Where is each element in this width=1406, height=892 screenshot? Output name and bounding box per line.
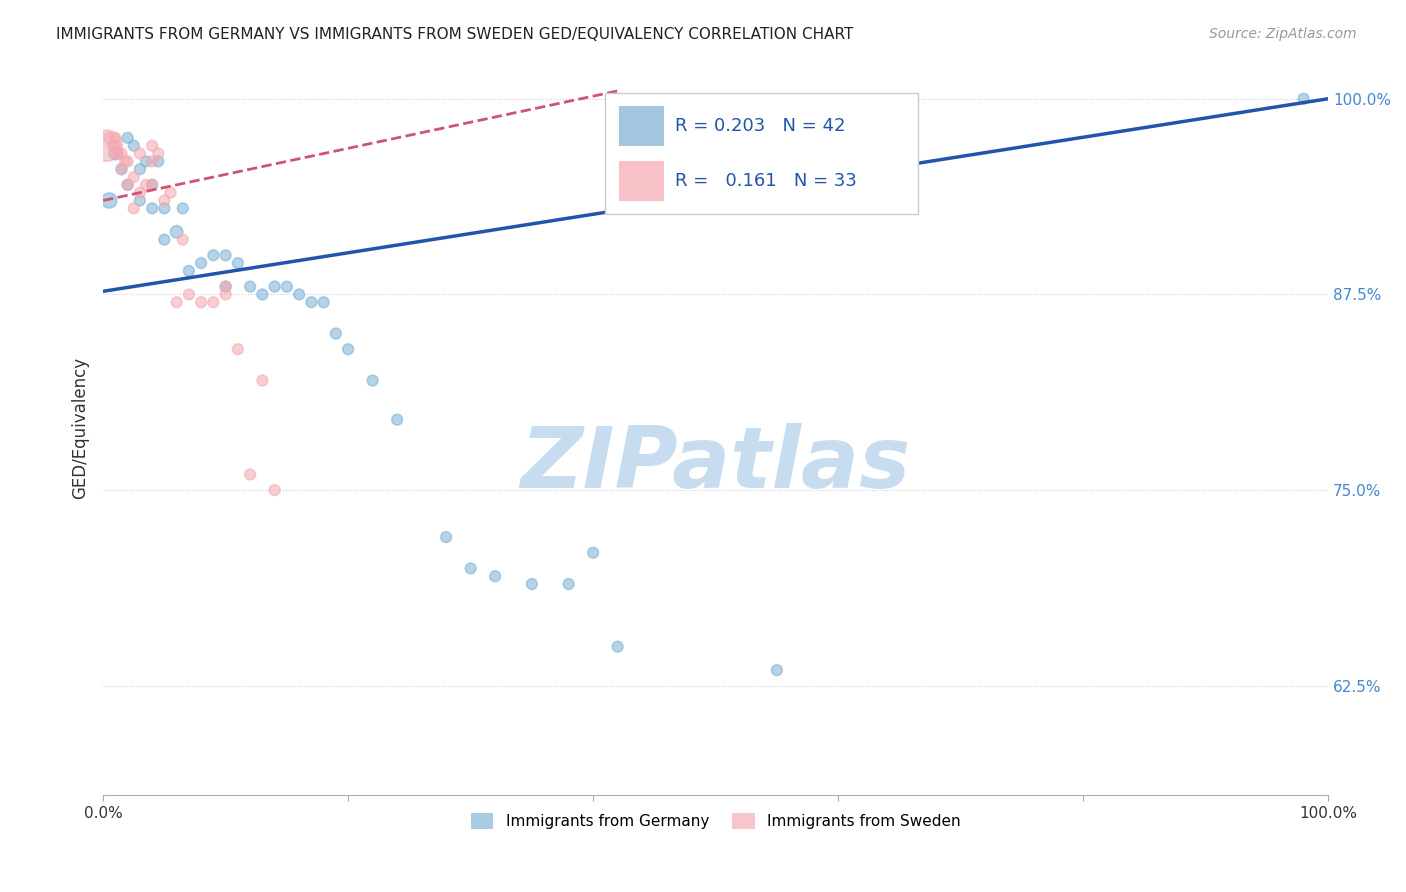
Point — [312, 295, 335, 310]
Point — [153, 233, 176, 247]
Text: Source: ZipAtlas.com: Source: ZipAtlas.com — [1209, 27, 1357, 41]
Point — [252, 374, 274, 388]
Point — [226, 256, 249, 270]
Point — [96, 138, 118, 153]
Point — [122, 138, 145, 153]
Point — [172, 233, 194, 247]
Point — [110, 162, 132, 177]
Point — [153, 194, 176, 208]
Point — [148, 154, 170, 169]
Point — [166, 225, 188, 239]
Point — [98, 131, 121, 145]
Point — [128, 186, 150, 200]
Text: ZIPatlas: ZIPatlas — [520, 423, 911, 506]
Point — [606, 640, 628, 654]
Point — [101, 138, 124, 153]
Point — [214, 279, 236, 293]
Point — [520, 577, 543, 591]
FancyBboxPatch shape — [619, 106, 664, 145]
Point — [141, 178, 163, 192]
Point — [299, 295, 322, 310]
Legend: Immigrants from Germany, Immigrants from Sweden: Immigrants from Germany, Immigrants from… — [464, 807, 967, 836]
Point — [104, 131, 127, 145]
Point — [214, 279, 236, 293]
Point — [117, 154, 139, 169]
Point — [110, 146, 132, 161]
Point — [148, 146, 170, 161]
Point — [239, 279, 262, 293]
Point — [214, 287, 236, 301]
Point — [141, 154, 163, 169]
Text: IMMIGRANTS FROM GERMANY VS IMMIGRANTS FROM SWEDEN GED/EQUIVALENCY CORRELATION CH: IMMIGRANTS FROM GERMANY VS IMMIGRANTS FR… — [56, 27, 853, 42]
Point — [153, 202, 176, 216]
Text: R =   0.161   N = 33: R = 0.161 N = 33 — [675, 172, 858, 190]
Point — [128, 146, 150, 161]
Point — [239, 467, 262, 482]
Point — [263, 279, 285, 293]
Point — [141, 138, 163, 153]
Point — [177, 264, 200, 278]
Point — [434, 530, 457, 544]
Point — [104, 138, 127, 153]
Point — [135, 154, 157, 169]
Point — [104, 146, 127, 161]
Point — [263, 483, 285, 497]
Point — [98, 194, 121, 208]
Point — [177, 287, 200, 301]
Point — [385, 412, 408, 426]
Point — [766, 663, 789, 677]
Point — [117, 131, 139, 145]
Point — [202, 295, 225, 310]
FancyBboxPatch shape — [606, 93, 918, 214]
Point — [288, 287, 311, 301]
FancyBboxPatch shape — [619, 161, 664, 201]
Point — [190, 256, 212, 270]
Point — [1292, 92, 1315, 106]
Point — [361, 374, 384, 388]
Point — [117, 178, 139, 192]
Point — [582, 546, 605, 560]
Point — [276, 279, 298, 293]
Point — [337, 343, 360, 357]
Point — [159, 186, 181, 200]
Point — [484, 569, 506, 583]
Point — [325, 326, 347, 341]
Point — [557, 577, 579, 591]
Y-axis label: GED/Equivalency: GED/Equivalency — [72, 357, 89, 499]
Point — [190, 295, 212, 310]
Point — [226, 343, 249, 357]
Point — [172, 202, 194, 216]
Point — [202, 248, 225, 262]
Point — [166, 295, 188, 310]
Point — [128, 162, 150, 177]
Point — [114, 154, 136, 169]
Point — [107, 146, 129, 161]
Point — [135, 178, 157, 192]
Point — [128, 194, 150, 208]
Text: R = 0.203   N = 42: R = 0.203 N = 42 — [675, 117, 845, 135]
Point — [252, 287, 274, 301]
Point — [141, 202, 163, 216]
Point — [122, 202, 145, 216]
Point — [141, 178, 163, 192]
Point — [122, 169, 145, 184]
Point — [110, 162, 132, 177]
Point — [214, 248, 236, 262]
Point — [117, 178, 139, 192]
Point — [460, 561, 482, 575]
